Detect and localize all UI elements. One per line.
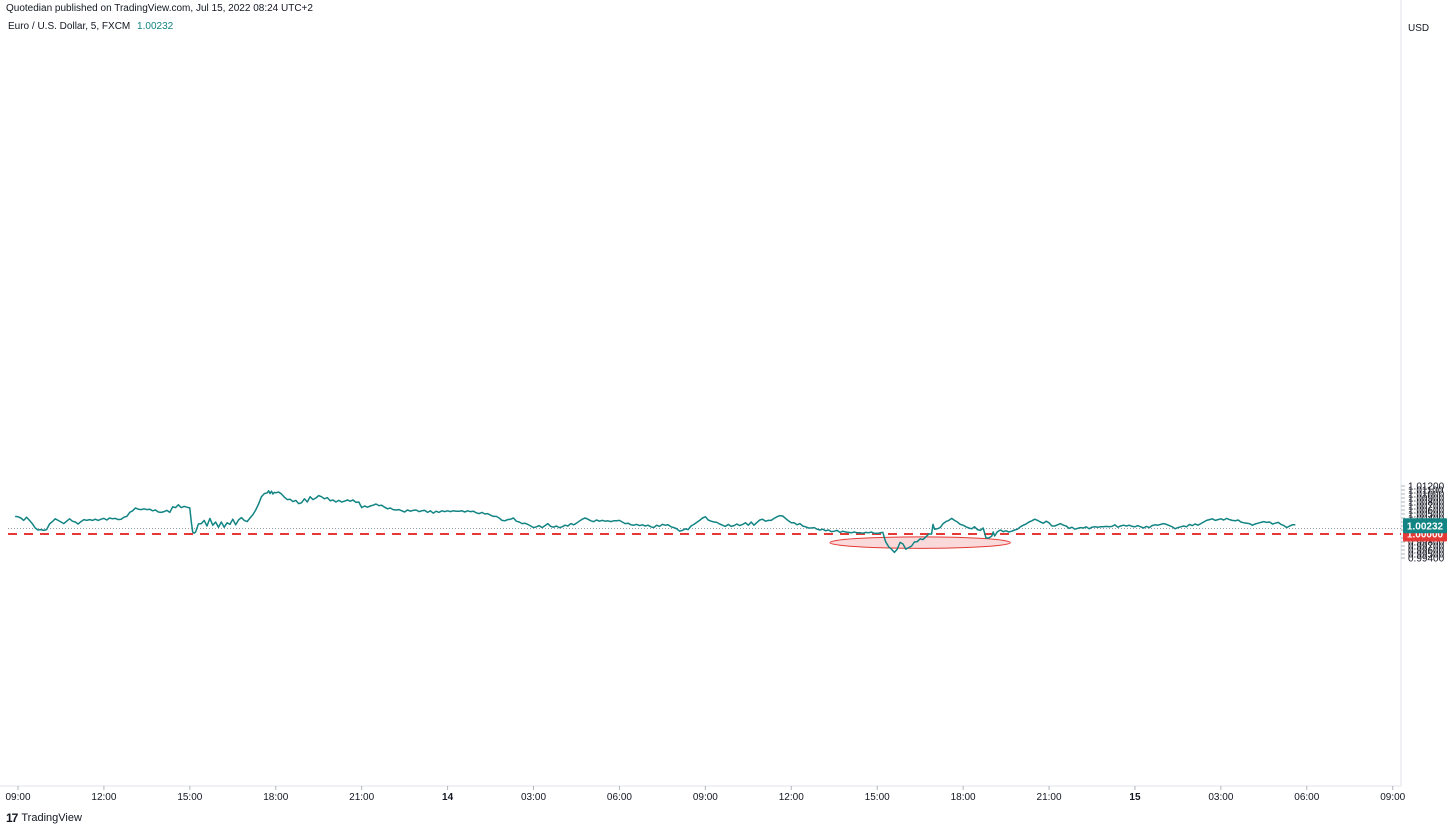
x-tick-label: 15 xyxy=(1129,792,1141,803)
y-tick-label: 1.00900 xyxy=(1408,494,1445,505)
y-tick-label: 0.99700 xyxy=(1408,542,1445,553)
symbol-title: Euro / U.S. Dollar, 5, FXCM xyxy=(8,21,131,32)
parity-price-label: 1.00000 xyxy=(1407,530,1444,541)
x-tick-label: 18:00 xyxy=(951,792,976,803)
x-tick-label: 09:00 xyxy=(5,792,30,803)
highlight-ellipse xyxy=(829,536,1011,549)
y-tick-label: 0.99800 xyxy=(1408,538,1445,549)
series-group xyxy=(14,490,1296,554)
x-tick-label: 06:00 xyxy=(1294,792,1319,803)
x-tick-label: 15:00 xyxy=(865,792,890,803)
y-tick-label: 1.00600 xyxy=(1408,506,1445,517)
y-tick-label: 1.00800 xyxy=(1408,498,1445,509)
x-tick-label: 14 xyxy=(442,792,454,803)
y-tick-label: 0.99600 xyxy=(1408,546,1445,557)
x-tick-label: 03:00 xyxy=(1208,792,1233,803)
legend-last-price: 1.00232 xyxy=(137,21,174,32)
x-tick-label: 18:00 xyxy=(263,792,288,803)
y-tick-label: 0.99400 xyxy=(1408,554,1445,565)
eurusd-price-line xyxy=(14,490,1296,554)
tradingview-footer[interactable]: 17 TradingView xyxy=(6,811,82,825)
tradingview-logo-icon: 17 xyxy=(6,811,18,825)
x-tick-label: 12:00 xyxy=(779,792,804,803)
symbol-legend: Euro / U.S. Dollar, 5, FXCM 1.00232 xyxy=(8,21,173,32)
y-tick-label: 1.00700 xyxy=(1408,502,1445,513)
axes-group xyxy=(0,0,1405,790)
tradingview-brand: TradingView xyxy=(21,812,82,824)
y-tick-label: 1.01200 xyxy=(1408,482,1445,493)
labels-group: USD1.012001.011001.010001.009001.008001.… xyxy=(5,23,1447,803)
y-tick-label: 0.99500 xyxy=(1408,550,1445,561)
x-tick-label: 21:00 xyxy=(1037,792,1062,803)
overlay-group xyxy=(8,528,1401,549)
last-price-label: 1.00232 xyxy=(1407,521,1444,532)
publisher-caption: Quotedian published on TradingView.com, … xyxy=(6,3,313,14)
x-tick-label: 12:00 xyxy=(91,792,116,803)
y-tick-label: 1.01100 xyxy=(1408,486,1444,497)
x-tick-label: 21:00 xyxy=(349,792,374,803)
y-tick-label: 1.00500 xyxy=(1408,510,1445,521)
x-tick-label: 06:00 xyxy=(607,792,632,803)
x-tick-label: 03:00 xyxy=(521,792,546,803)
x-tick-label: 09:00 xyxy=(1380,792,1405,803)
x-tick-label: 15:00 xyxy=(177,792,202,803)
x-tick-label: 09:00 xyxy=(693,792,718,803)
last-price-label-bg xyxy=(1403,518,1447,534)
price-axis-currency: USD xyxy=(1408,23,1429,34)
y-tick-label: 1.01000 xyxy=(1408,490,1445,501)
